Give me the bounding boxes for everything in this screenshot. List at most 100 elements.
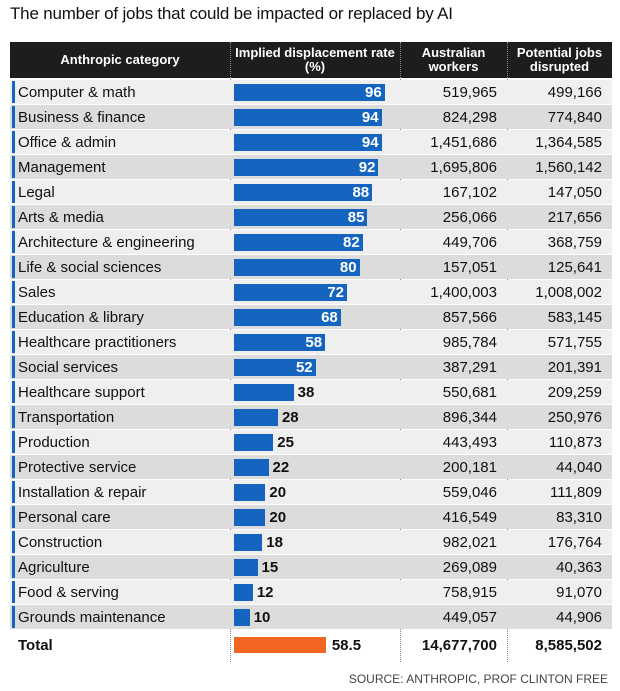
total-row: Total 58.5 14,677,700 8,585,502 (10, 632, 612, 658)
rate-bar: 92 (234, 158, 379, 176)
table-row: Computer & math 96 519,965 499,166 (10, 80, 612, 104)
header-disrupted: Potential jobs disrupted (516, 45, 603, 74)
disrupted-value: 110,873 (548, 433, 602, 451)
rate-bar (234, 608, 250, 626)
rate-label: 92 (358, 158, 376, 176)
total-bar (234, 637, 326, 653)
rate-bar: 68 (234, 308, 341, 326)
category-label: Installation & repair (18, 483, 147, 501)
workers-value: 1,695,806 (430, 158, 497, 176)
disrupted-value: 176,764 (547, 533, 602, 551)
total-disrupted: 8,585,502 (535, 636, 602, 654)
rate-label: 18 (266, 533, 283, 551)
rate-label: 85 (347, 208, 365, 226)
category-label: Social services (18, 358, 119, 376)
disrupted-value: 125,641 (547, 258, 602, 276)
rate-label: 20 (269, 508, 287, 526)
rate-bar (234, 383, 294, 401)
category-label: Business & finance (18, 108, 146, 126)
disrupted-value: 83,310 (556, 508, 602, 526)
row-accent (12, 406, 15, 428)
table-row: Protective service 22 200,181 44,040 (10, 455, 612, 479)
disrupted-value: 40,363 (556, 558, 602, 576)
rate-label: 22 (272, 458, 290, 476)
rate-label: 88 (352, 183, 370, 201)
table-row: Construction 18 982,021 176,764 (10, 530, 612, 554)
category-label: Education & library (18, 308, 144, 326)
row-accent (12, 331, 15, 353)
category-label: Personal care (18, 508, 111, 526)
header-rate: Implied displacement rate (%) (235, 45, 395, 74)
workers-value: 519,965 (442, 83, 497, 101)
disrupted-value: 209,259 (547, 383, 602, 401)
rate-label: 72 (327, 283, 345, 301)
row-accent (12, 456, 15, 478)
workers-value: 449,057 (442, 608, 497, 626)
source-note: SOURCE: ANTHROPIC, PROF CLINTON FREE (348, 672, 608, 686)
rate-bar (234, 458, 269, 476)
rate-bar: 58 (234, 333, 326, 351)
disrupted-value: 111,809 (550, 483, 602, 501)
category-label: Sales (18, 283, 56, 301)
rate-bar (234, 433, 274, 451)
rate-bar (234, 533, 263, 551)
total-rate-label: 58.5 (331, 636, 362, 654)
rate-bar (234, 583, 253, 601)
table-row: Production 25 443,493 110,873 (10, 430, 612, 454)
row-accent (12, 131, 15, 153)
disrupted-value: 1,364,585 (535, 133, 602, 151)
table-row: Management 92 1,695,806 1,560,142 (10, 155, 612, 179)
chart-title: The number of jobs that could be impacte… (10, 4, 453, 23)
disrupted-value: 217,656 (547, 208, 602, 226)
table-row: Healthcare practitioners 58 985,784 571,… (10, 330, 612, 354)
row-accent (12, 181, 15, 203)
table-row: Business & finance 94 824,298 774,840 (10, 105, 612, 129)
table-row: Office & admin 94 1,451,686 1,364,585 (10, 130, 612, 154)
row-accent (12, 106, 15, 128)
rate-bar: 94 (234, 108, 382, 126)
category-label: Arts & media (18, 208, 104, 226)
rate-bar: 88 (234, 183, 373, 201)
rate-label: 94 (361, 108, 379, 126)
category-label: Construction (18, 533, 103, 551)
disrupted-value: 1,560,142 (535, 158, 602, 176)
category-label: Life & social sciences (18, 258, 162, 276)
workers-value: 443,493 (442, 433, 497, 451)
rate-label: 20 (269, 483, 287, 501)
row-accent (12, 581, 15, 603)
table-header: Anthropic category Implied displacement … (10, 42, 612, 78)
row-accent (12, 281, 15, 303)
workers-value: 985,784 (442, 333, 497, 351)
workers-value: 167,102 (442, 183, 497, 201)
table-row: Social services 52 387,291 201,391 (10, 355, 612, 379)
workers-value: 269,089 (442, 558, 497, 576)
category-label: Agriculture (18, 558, 90, 576)
table-row: Transportation 28 896,344 250,976 (10, 405, 612, 429)
category-label: Food & serving (18, 583, 119, 601)
row-accent (12, 306, 15, 328)
category-label: Management (18, 158, 106, 176)
disrupted-value: 774,840 (547, 108, 602, 126)
row-accent (12, 506, 15, 528)
total-workers: 14,677,700 (421, 636, 497, 654)
rate-label: 94 (361, 133, 379, 151)
table-row: Life & social sciences 80 157,051 125,64… (10, 255, 612, 279)
rate-bar: 82 (234, 233, 363, 251)
table-row: Arts & media 85 256,066 217,656 (10, 205, 612, 229)
workers-value: 416,549 (442, 508, 497, 526)
workers-value: 1,400,003 (430, 283, 497, 301)
disrupted-value: 1,008,002 (535, 283, 602, 301)
header-category: Anthropic category (60, 52, 180, 67)
row-accent (12, 231, 15, 253)
header-workers: Australian workers (421, 45, 486, 74)
rate-label: 15 (261, 558, 279, 576)
category-label: Office & admin (18, 133, 117, 151)
table-row: Sales 72 1,400,003 1,008,002 (10, 280, 612, 304)
row-accent (12, 481, 15, 503)
row-accent (12, 606, 15, 628)
rate-label: 68 (321, 308, 338, 326)
rate-label: 12 (256, 583, 274, 601)
workers-value: 256,066 (442, 208, 497, 226)
workers-value: 200,181 (442, 458, 497, 476)
category-label: Legal (18, 183, 55, 201)
